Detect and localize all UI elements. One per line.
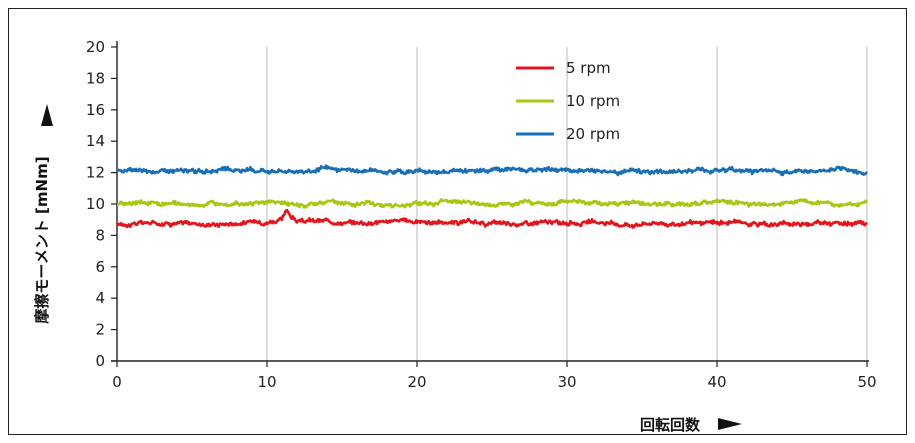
series-line-10-rpm — [116, 198, 869, 209]
series-line-20-rpm — [116, 164, 868, 177]
x-tick-label-50: 50 — [857, 373, 876, 391]
y-axis-arrow-icon — [41, 104, 53, 126]
y-axis-title: 摩擦モーメント [mNm] — [33, 156, 51, 323]
x-axis-title: 回転回数 — [640, 416, 701, 434]
x-tick-label-40: 40 — [707, 373, 726, 391]
x-axis-arrow-icon — [718, 418, 742, 430]
legend-label-10-rpm: 10 rpm — [566, 92, 620, 110]
x-tick-label-30: 30 — [557, 373, 576, 391]
y-tick-label-0: 0 — [95, 352, 105, 370]
x-tick-label-10: 10 — [257, 373, 276, 391]
x-tick-label-0: 0 — [112, 373, 122, 391]
y-tick-label-14: 14 — [86, 132, 105, 150]
y-tick-label-16: 16 — [86, 101, 105, 119]
y-tick-label-18: 18 — [86, 69, 105, 87]
x-tick-label-20: 20 — [407, 373, 426, 391]
y-tick-label-4: 4 — [95, 289, 105, 307]
y-tick-label-8: 8 — [95, 226, 105, 244]
y-tick-label-2: 2 — [95, 321, 105, 339]
y-tick-label-10: 10 — [86, 195, 105, 213]
legend-label-5-rpm: 5 rpm — [566, 59, 611, 77]
y-tick-label-12: 12 — [86, 164, 105, 182]
series-line-5-rpm — [115, 208, 868, 229]
legend-label-20-rpm: 20 rpm — [566, 125, 620, 143]
y-tick-label-6: 6 — [95, 258, 105, 276]
y-tick-label-20: 20 — [86, 38, 105, 56]
